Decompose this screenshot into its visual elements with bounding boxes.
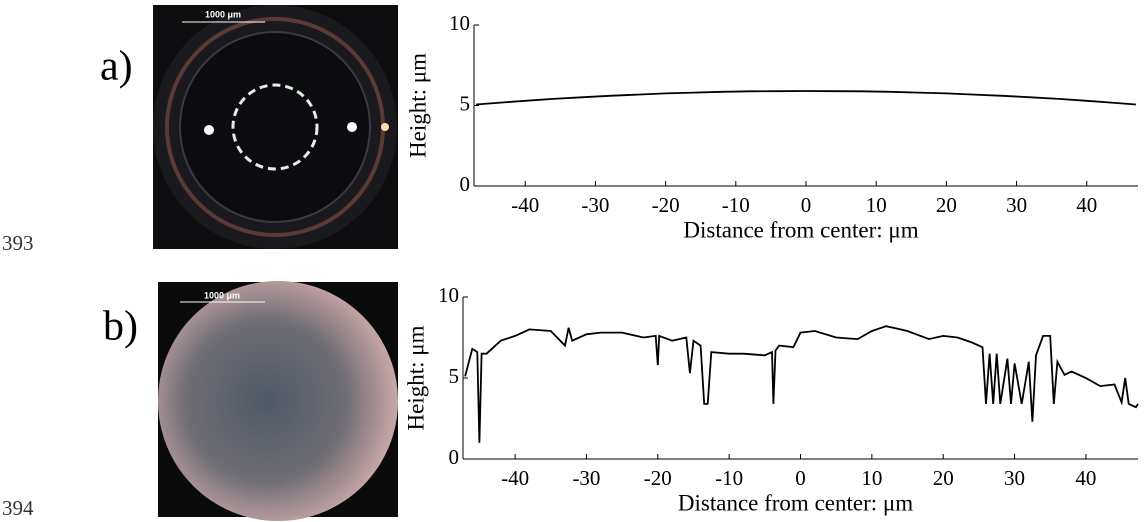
x-tick-label: -30 <box>581 193 609 217</box>
y-tick-label: 5 <box>449 364 460 388</box>
photo-a: 1000 μm <box>153 5 398 249</box>
y-tick-label: 10 <box>449 11 470 35</box>
x-tick-label: 30 <box>1006 193 1027 217</box>
y-tick-label: 0 <box>460 172 471 196</box>
y-tick-label: 0 <box>449 445 460 469</box>
x-tick-label: -10 <box>715 466 743 490</box>
line-number: 394 <box>2 496 34 520</box>
line-number: 393 <box>2 231 34 255</box>
x-tick-label: -20 <box>652 193 680 217</box>
x-tick-label: 20 <box>936 193 957 217</box>
scale-bar-label: 1000 μm <box>205 9 241 19</box>
y-tick-label: 10 <box>438 283 459 307</box>
data-line <box>476 90 1136 106</box>
x-tick-label: -20 <box>644 466 672 490</box>
x-tick-label: -10 <box>722 193 750 217</box>
x-tick-label: 40 <box>1076 193 1097 217</box>
y-axis-label: Height: μm <box>403 325 428 430</box>
x-tick-label: 10 <box>861 466 882 490</box>
scale-bar-label: 1000 μm <box>204 290 240 300</box>
x-tick-label: -40 <box>511 193 539 217</box>
x-tick-label: -30 <box>572 466 600 490</box>
x-tick-label: 0 <box>801 193 812 217</box>
x-axis-label: Distance from center: μm <box>683 217 918 242</box>
x-tick-label: 10 <box>866 193 887 217</box>
photo-b: 1000 μm <box>158 281 398 521</box>
x-tick-label: -40 <box>501 466 529 490</box>
x-tick-label: 20 <box>933 466 954 490</box>
x-tick-label: 30 <box>1004 466 1025 490</box>
panel-label: a) <box>100 44 133 90</box>
data-line <box>464 325 1139 443</box>
y-tick-label: 5 <box>460 91 471 115</box>
x-tick-label: 40 <box>1075 466 1096 490</box>
x-axis-label: Distance from center: μm <box>678 490 913 515</box>
y-axis-label: Height: μm <box>405 53 430 158</box>
panel-label: b) <box>103 304 138 350</box>
x-tick-label: 0 <box>795 466 806 490</box>
